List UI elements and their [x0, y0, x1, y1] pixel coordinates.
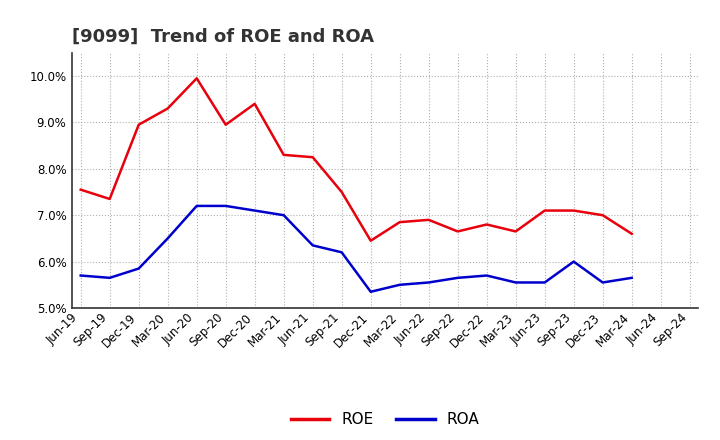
Text: [9099]  Trend of ROE and ROA: [9099] Trend of ROE and ROA — [72, 28, 374, 46]
Legend: ROE, ROA: ROE, ROA — [284, 406, 486, 433]
